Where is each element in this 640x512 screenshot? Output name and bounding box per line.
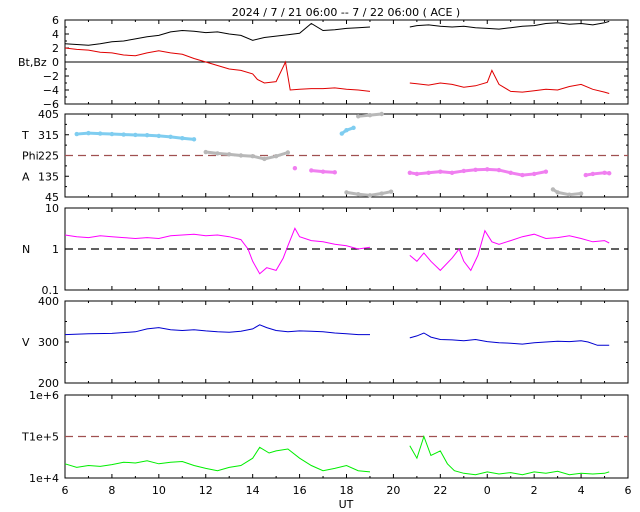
phi-segment: [585, 172, 594, 177]
phi-segment: [205, 150, 218, 155]
phi-segment: [522, 172, 535, 177]
y-tick-label: 225: [38, 150, 59, 163]
phi-segment: [229, 152, 242, 157]
x-tick-label: 22: [433, 484, 447, 497]
panel-temperature: 1e+6 1e+5 1e+4 T: [21, 389, 629, 485]
phi-segment: [340, 128, 348, 135]
x-tick-label: 12: [199, 484, 213, 497]
phi-segment: [369, 192, 382, 197]
y-tick-label: 300: [38, 336, 59, 349]
phi-segment: [346, 190, 359, 196]
phi-segment: [369, 112, 382, 117]
x-tick-label: 20: [386, 484, 400, 497]
series-line-speed: [64, 324, 610, 346]
x-tick-label: 4: [578, 484, 585, 497]
phi-segment: [264, 154, 277, 161]
phi-segment: [428, 170, 441, 175]
phi-segment: [217, 151, 230, 156]
y-tick-label: 2: [52, 42, 59, 55]
phi-segment: [487, 167, 500, 172]
y-axis-label: A: [22, 170, 30, 183]
x-tick-label: 2: [531, 484, 538, 497]
phi-segment: [498, 168, 512, 175]
y-tick-label: −2: [43, 70, 59, 83]
phi-segment: [275, 151, 289, 158]
phi-segment: [381, 190, 392, 196]
x-tick-label: 6: [62, 484, 69, 497]
series-line-temperature: [64, 434, 610, 476]
series-line-density: [64, 227, 610, 275]
x-tick-label: 16: [293, 484, 307, 497]
phi-segment: [170, 135, 183, 140]
phi-segment: [158, 134, 171, 139]
y-axis-label: V: [22, 336, 30, 349]
phi-segment: [510, 171, 523, 177]
phi-segment: [569, 192, 582, 197]
phi-segment: [557, 190, 570, 197]
panel-speed: 400 300 200 V: [22, 295, 629, 390]
phi-point-phi-away: [292, 165, 298, 171]
x-tick-label: 10: [152, 484, 166, 497]
y-axis-label: Phi: [22, 150, 39, 163]
phi-segment: [358, 192, 371, 197]
phi-segment: [409, 171, 418, 176]
phi-segment: [240, 154, 253, 158]
y-tick-label: 6: [52, 14, 59, 27]
x-tick-label: 0: [484, 484, 491, 497]
phi-segment: [592, 171, 605, 176]
phi-segment: [147, 133, 159, 138]
chart-title: 2024 / 7 / 21 06:00 -- 7 / 22 06:00 ( AC…: [232, 6, 460, 19]
phi-segment: [552, 188, 559, 194]
y-tick-label: 1e+6: [29, 389, 59, 402]
panel-density: 10 1 0.1 N: [22, 202, 629, 297]
phi-segment: [451, 169, 465, 175]
panel-phi-angle: 405 315 225 135 45 T Phi A: [21, 108, 629, 204]
y-axis-label: N: [22, 243, 30, 256]
phi-segment: [440, 170, 453, 175]
phi-segment: [252, 154, 265, 161]
x-tick-label: 8: [108, 484, 115, 497]
x-tick-label: 18: [340, 484, 354, 497]
series-line-bz: [64, 47, 610, 94]
phi-segment: [416, 171, 429, 176]
phi-segment: [346, 126, 355, 132]
phi-segment: [182, 136, 195, 141]
series-line-bt: [64, 20, 610, 46]
y-tick-label: 400: [38, 295, 59, 308]
y-tick-label: 315: [38, 129, 59, 142]
y-tick-label: −4: [43, 84, 59, 97]
y-tick-label: 405: [38, 108, 59, 121]
y-axis-label: Bt,Bz: [18, 56, 47, 69]
y-tick-label: −6: [43, 98, 59, 111]
phi-segment: [76, 131, 89, 136]
y-tick-label: 135: [38, 170, 59, 183]
y-tick-label: 45: [45, 191, 59, 204]
y-tick-label: 4: [52, 28, 59, 41]
phi-segment: [533, 170, 547, 176]
y-axis-label: T: [21, 129, 29, 142]
y-tick-label: 1e+5: [29, 431, 59, 444]
phi-segment: [358, 113, 371, 118]
y-tick-label: 200: [38, 377, 59, 390]
y-tick-label: 1e+4: [29, 472, 59, 485]
phi-segment: [322, 170, 335, 174]
y-axis-label: T: [21, 431, 29, 444]
y-tick-label: 1: [52, 243, 59, 256]
phi-segment: [311, 168, 324, 174]
x-tick-label: 14: [246, 484, 260, 497]
x-tick-label: 6: [625, 484, 632, 497]
x-axis-label: UT: [339, 498, 354, 511]
phi-segment: [463, 168, 476, 173]
y-tick-label: 0.1: [42, 284, 60, 297]
x-axis: 6 8 10 12 14 16 18 20 22 0 2 4 6: [62, 484, 632, 497]
y-tick-label: 10: [45, 202, 59, 215]
y-tick-label: 0: [52, 56, 59, 69]
